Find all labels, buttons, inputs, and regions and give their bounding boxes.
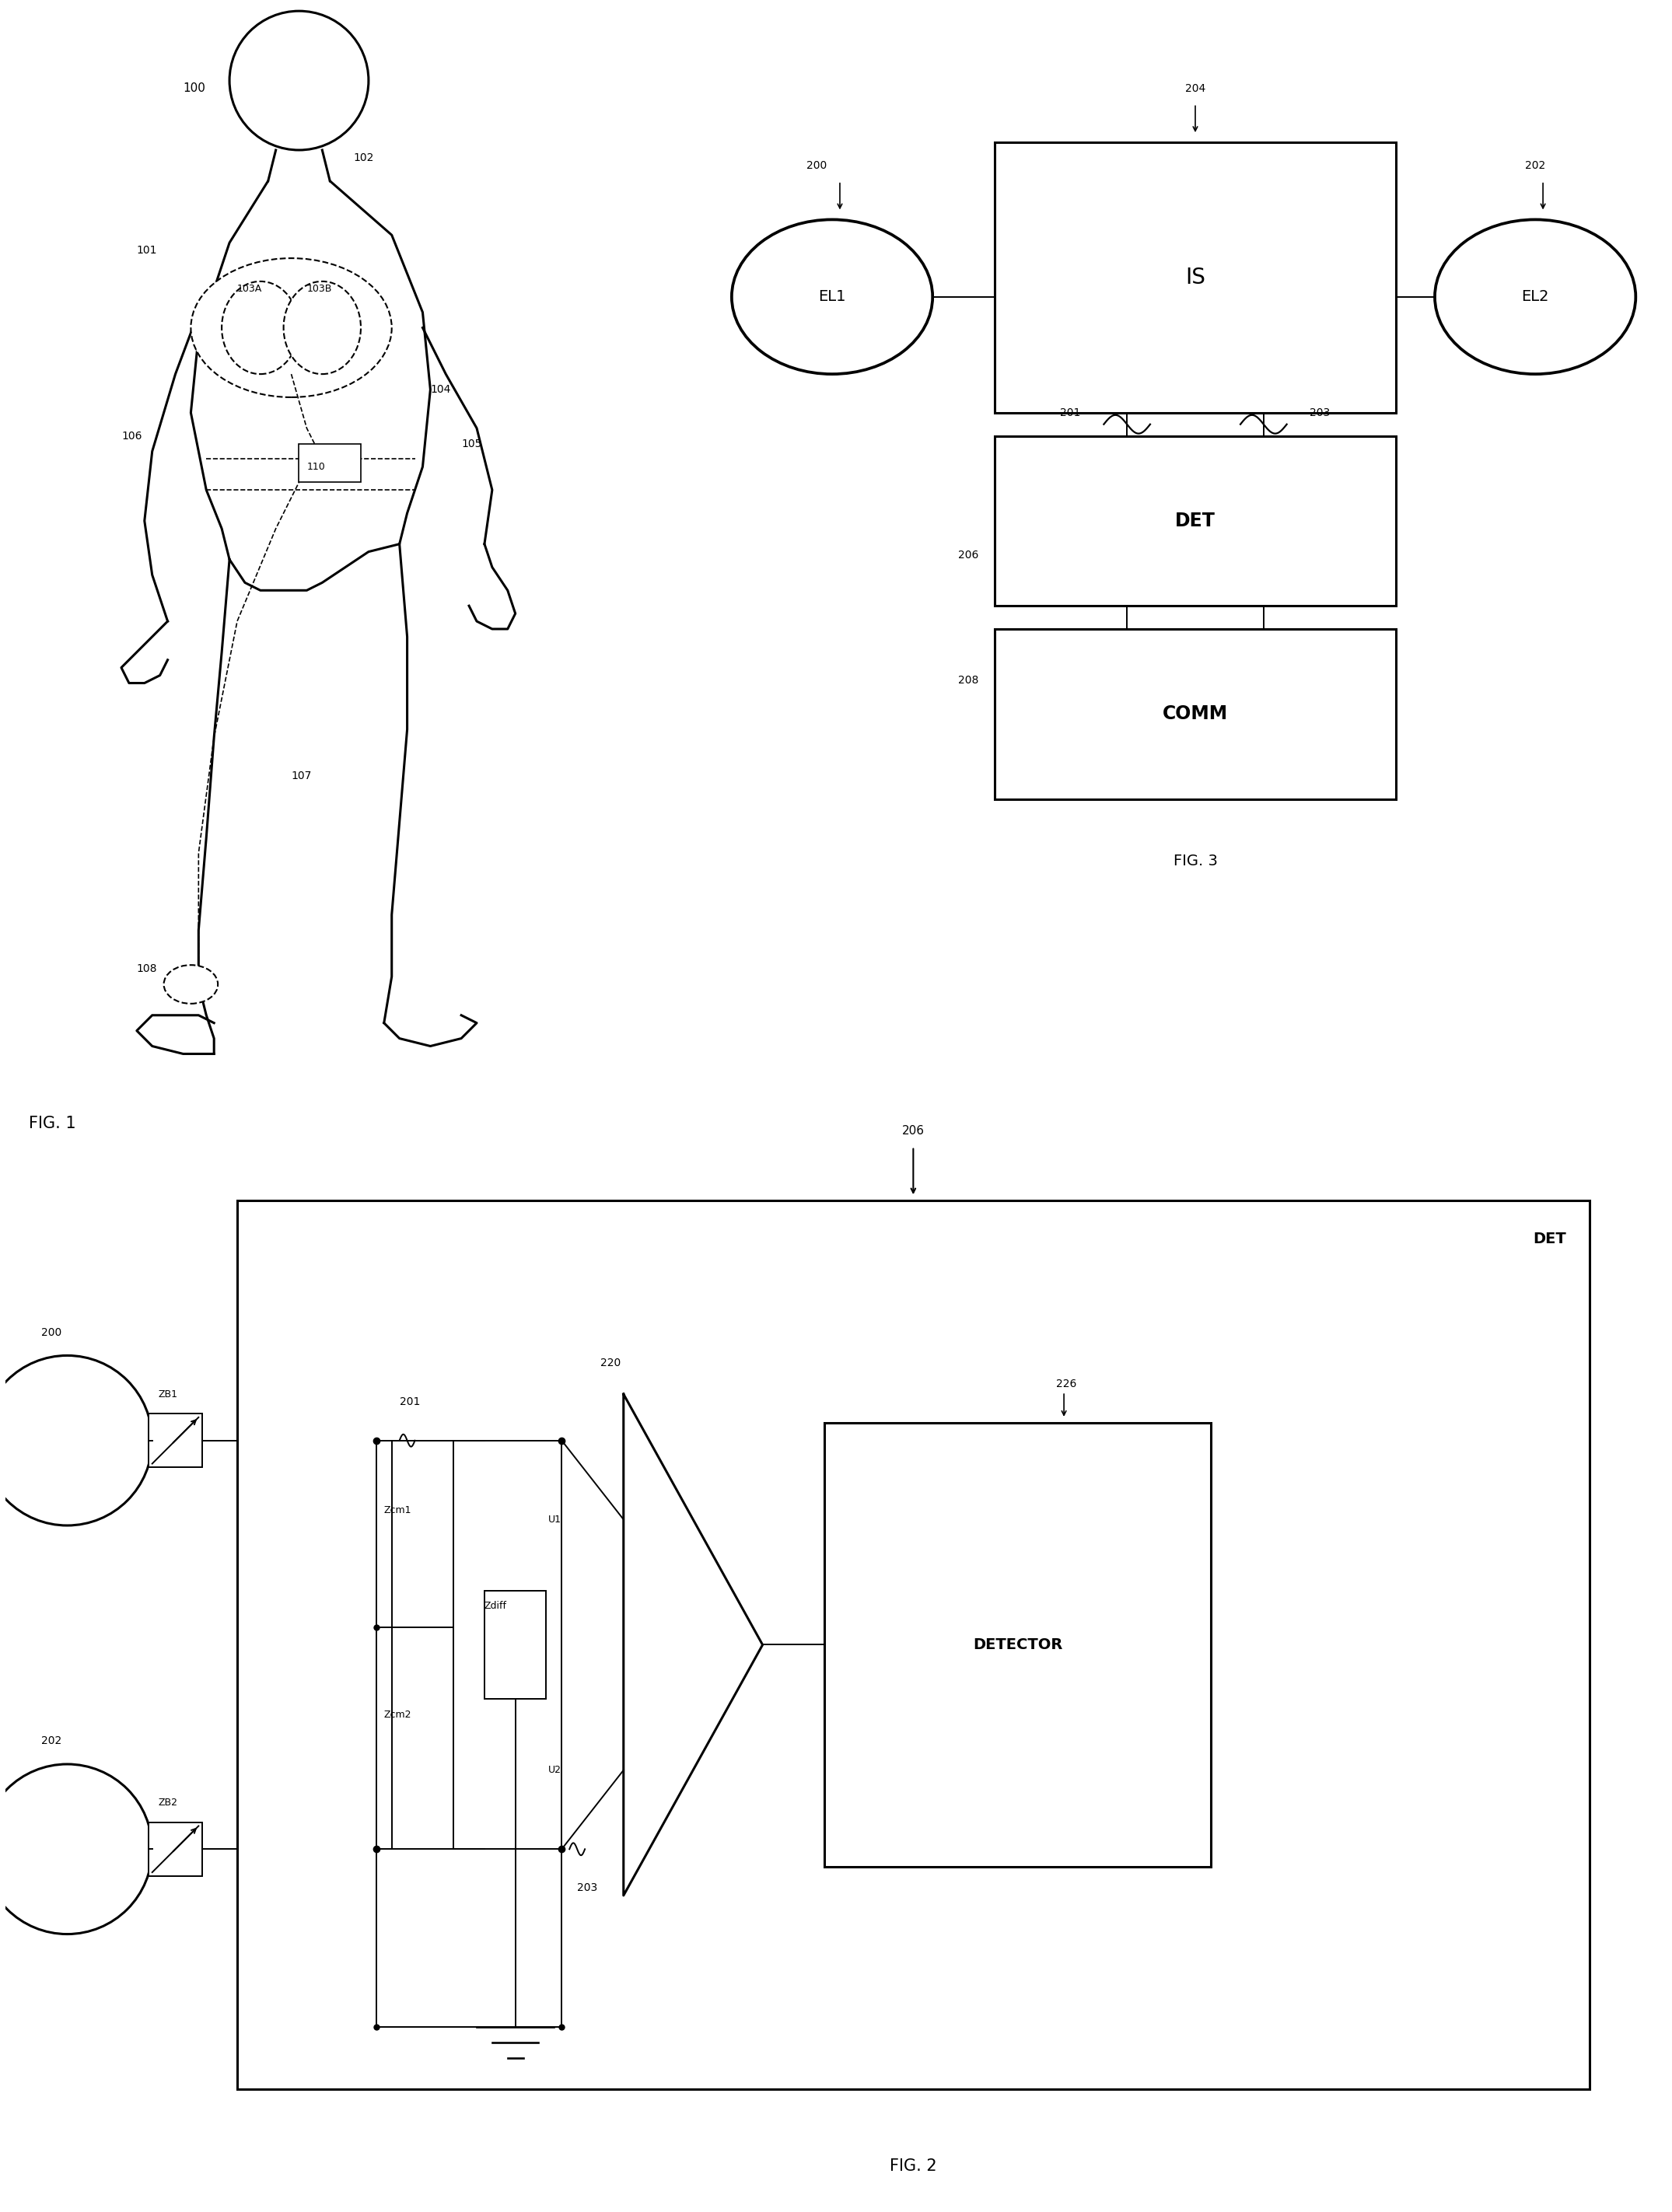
Text: 105: 105 — [461, 438, 482, 449]
Ellipse shape — [1435, 219, 1635, 374]
Ellipse shape — [222, 281, 299, 374]
Text: EL1: EL1 — [818, 290, 846, 305]
Text: IS: IS — [1185, 268, 1206, 288]
Text: 220: 220 — [600, 1358, 620, 1369]
Text: 203: 203 — [1309, 407, 1331, 418]
Text: 204: 204 — [1185, 82, 1206, 93]
Circle shape — [229, 11, 368, 150]
Text: 201: 201 — [1060, 407, 1080, 418]
Text: 103A: 103A — [237, 283, 263, 294]
Bar — [299, 445, 361, 482]
Text: 104: 104 — [430, 385, 451, 396]
Text: 100: 100 — [184, 82, 206, 95]
Text: 206: 206 — [958, 549, 978, 560]
Text: 107: 107 — [291, 770, 311, 781]
Text: Zdiff: Zdiff — [485, 1601, 507, 1610]
Text: ZB2: ZB2 — [157, 1798, 177, 1807]
Ellipse shape — [732, 219, 933, 374]
Text: 202: 202 — [1525, 159, 1545, 170]
Text: EL2: EL2 — [1522, 290, 1548, 305]
Text: 200: 200 — [42, 1327, 62, 1338]
Text: 200: 200 — [806, 159, 828, 170]
Bar — [824, 1422, 1211, 1867]
Text: 106: 106 — [122, 431, 142, 442]
Bar — [995, 628, 1396, 799]
Bar — [995, 436, 1396, 606]
Text: DET: DET — [1533, 1232, 1567, 1245]
Circle shape — [0, 1356, 152, 1526]
Text: DETECTOR: DETECTOR — [973, 1637, 1062, 1652]
Text: 110: 110 — [306, 462, 326, 471]
Text: 108: 108 — [137, 964, 157, 973]
Text: DET: DET — [1175, 511, 1216, 531]
Text: COMM: COMM — [1162, 706, 1227, 723]
Text: Zcm1: Zcm1 — [385, 1506, 411, 1515]
Bar — [391, 1440, 453, 1628]
Bar — [391, 1628, 453, 1849]
Ellipse shape — [284, 281, 361, 374]
Text: U2: U2 — [548, 1765, 562, 1776]
Text: U1: U1 — [548, 1515, 562, 1524]
Ellipse shape — [164, 964, 217, 1004]
Bar — [237, 1201, 1590, 2088]
Text: 226: 226 — [1057, 1378, 1077, 1389]
Bar — [485, 1590, 547, 1699]
Bar — [995, 142, 1396, 414]
Text: FIG. 3: FIG. 3 — [1174, 854, 1217, 867]
Text: 206: 206 — [901, 1126, 925, 1137]
Text: 102: 102 — [353, 153, 373, 164]
Circle shape — [0, 1765, 152, 1933]
Bar — [149, 1823, 202, 1876]
Text: 101: 101 — [137, 246, 157, 257]
Text: 208: 208 — [958, 675, 978, 686]
Text: ZB1: ZB1 — [157, 1389, 177, 1400]
Text: Zcm2: Zcm2 — [385, 1710, 411, 1721]
Text: 103B: 103B — [306, 283, 333, 294]
Text: FIG. 2: FIG. 2 — [890, 2159, 936, 2174]
Text: FIG. 1: FIG. 1 — [28, 1115, 75, 1130]
Ellipse shape — [191, 259, 391, 398]
Text: 201: 201 — [400, 1396, 420, 1407]
Bar — [149, 1413, 202, 1467]
Text: 203: 203 — [577, 1882, 597, 1893]
Text: 202: 202 — [42, 1736, 62, 1747]
